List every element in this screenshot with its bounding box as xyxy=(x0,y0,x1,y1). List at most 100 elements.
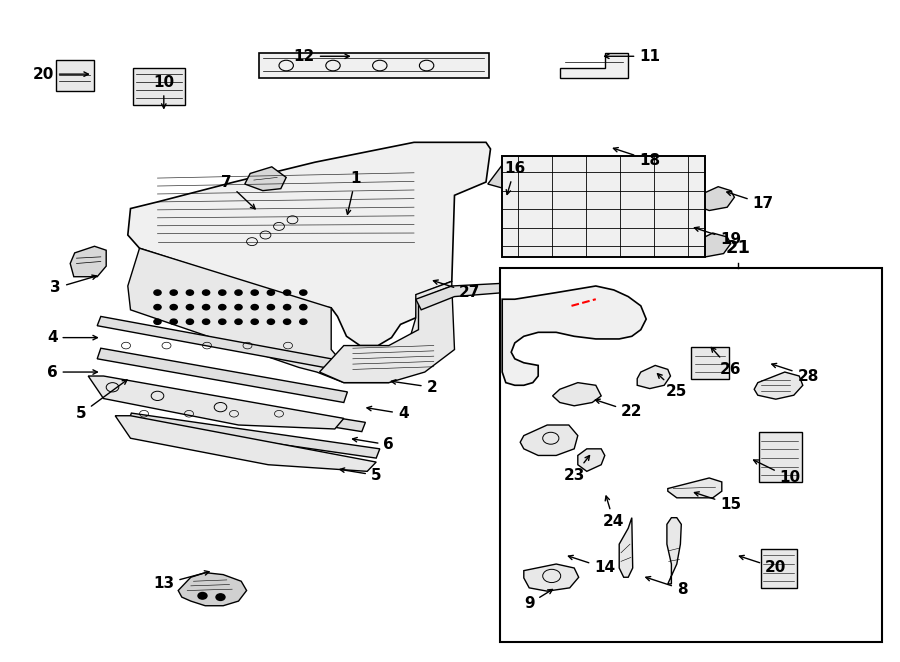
Polygon shape xyxy=(115,416,376,471)
Text: 15: 15 xyxy=(695,492,742,512)
Circle shape xyxy=(219,290,226,295)
Text: 8: 8 xyxy=(646,577,688,596)
Polygon shape xyxy=(637,158,671,177)
Polygon shape xyxy=(693,187,734,211)
Circle shape xyxy=(202,305,210,310)
Polygon shape xyxy=(553,383,601,406)
Text: 22: 22 xyxy=(596,399,643,419)
Circle shape xyxy=(202,290,210,295)
Text: 3: 3 xyxy=(50,275,96,295)
Text: 10: 10 xyxy=(153,75,175,108)
Circle shape xyxy=(267,290,274,295)
Polygon shape xyxy=(524,564,579,591)
Text: 25: 25 xyxy=(658,373,688,399)
Text: 11: 11 xyxy=(605,49,661,64)
Text: 7: 7 xyxy=(221,175,256,209)
Text: 6: 6 xyxy=(353,438,394,452)
Text: 24: 24 xyxy=(603,496,625,529)
Circle shape xyxy=(284,319,291,324)
Circle shape xyxy=(284,290,291,295)
Text: 5: 5 xyxy=(76,380,127,421)
Bar xyxy=(133,68,185,105)
Polygon shape xyxy=(88,376,344,429)
Circle shape xyxy=(300,290,307,295)
Text: 9: 9 xyxy=(524,589,553,611)
Circle shape xyxy=(154,305,161,310)
Circle shape xyxy=(202,319,210,324)
Text: 12: 12 xyxy=(293,49,349,64)
Circle shape xyxy=(219,305,226,310)
Polygon shape xyxy=(668,478,722,498)
Bar xyxy=(500,268,882,642)
Circle shape xyxy=(300,319,307,324)
Circle shape xyxy=(235,290,242,295)
Circle shape xyxy=(267,319,274,324)
Circle shape xyxy=(251,290,258,295)
Polygon shape xyxy=(520,425,578,455)
Text: 20: 20 xyxy=(740,555,787,575)
Text: 14: 14 xyxy=(569,555,616,575)
Polygon shape xyxy=(245,167,286,191)
Text: 6: 6 xyxy=(47,365,97,379)
Text: 21: 21 xyxy=(725,239,751,258)
Bar xyxy=(759,432,802,482)
Polygon shape xyxy=(754,372,803,399)
Text: 5: 5 xyxy=(340,468,382,483)
Text: 16: 16 xyxy=(504,162,526,195)
Text: 26: 26 xyxy=(711,348,742,377)
Circle shape xyxy=(170,305,177,310)
Text: 23: 23 xyxy=(563,455,590,483)
Polygon shape xyxy=(560,53,628,78)
Circle shape xyxy=(198,592,207,599)
Polygon shape xyxy=(488,160,520,188)
Circle shape xyxy=(284,305,291,310)
Polygon shape xyxy=(178,573,247,606)
Polygon shape xyxy=(97,348,347,402)
Circle shape xyxy=(267,305,274,310)
Text: 2: 2 xyxy=(392,380,437,395)
Bar xyxy=(56,60,94,91)
Text: 19: 19 xyxy=(695,227,742,247)
Polygon shape xyxy=(97,316,353,372)
Text: 20: 20 xyxy=(32,67,88,81)
Bar xyxy=(259,53,489,78)
Text: 27: 27 xyxy=(434,280,481,300)
Circle shape xyxy=(154,319,161,324)
Polygon shape xyxy=(128,142,490,346)
Circle shape xyxy=(251,319,258,324)
Circle shape xyxy=(216,594,225,600)
Polygon shape xyxy=(619,518,633,577)
Circle shape xyxy=(170,319,177,324)
Polygon shape xyxy=(502,286,646,385)
Bar xyxy=(691,347,729,379)
Text: 13: 13 xyxy=(153,571,209,591)
Text: 4: 4 xyxy=(367,406,409,421)
Bar xyxy=(502,156,705,257)
Text: 28: 28 xyxy=(772,363,819,383)
Circle shape xyxy=(219,319,226,324)
Circle shape xyxy=(300,305,307,310)
Polygon shape xyxy=(128,413,380,458)
Polygon shape xyxy=(667,518,681,584)
Polygon shape xyxy=(70,246,106,277)
Polygon shape xyxy=(637,365,670,389)
Circle shape xyxy=(170,290,177,295)
Bar xyxy=(760,549,796,588)
Polygon shape xyxy=(320,286,454,383)
Text: 17: 17 xyxy=(727,191,774,211)
Circle shape xyxy=(186,305,194,310)
Circle shape xyxy=(251,305,258,310)
Circle shape xyxy=(186,290,194,295)
Polygon shape xyxy=(128,248,452,383)
Circle shape xyxy=(235,319,242,324)
Polygon shape xyxy=(689,233,731,257)
Circle shape xyxy=(235,305,242,310)
Polygon shape xyxy=(578,449,605,471)
Polygon shape xyxy=(115,383,365,432)
Text: 18: 18 xyxy=(614,148,661,167)
Text: 1: 1 xyxy=(346,171,361,214)
Text: 4: 4 xyxy=(47,330,97,345)
Circle shape xyxy=(154,290,161,295)
Text: 10: 10 xyxy=(753,460,801,485)
Circle shape xyxy=(186,319,194,324)
